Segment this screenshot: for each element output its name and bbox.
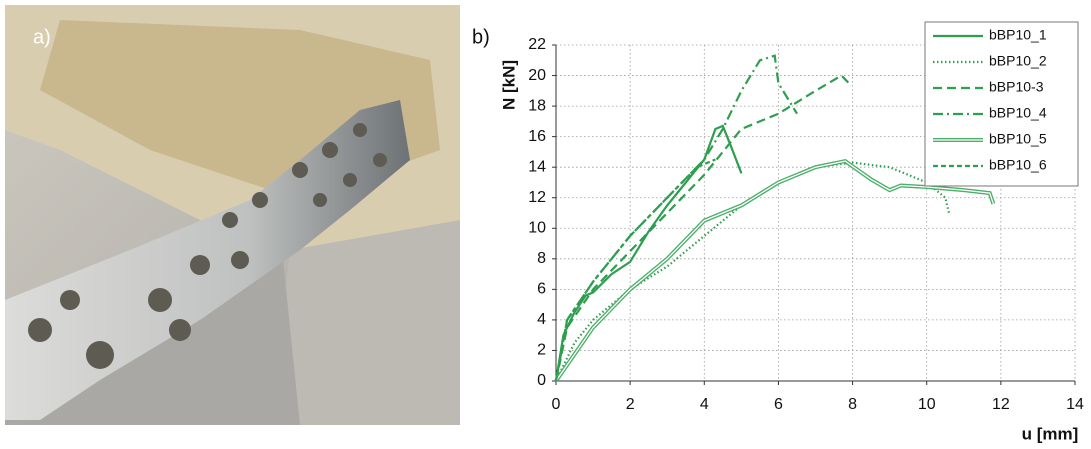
- legend-label: bBP10_2: [989, 53, 1047, 69]
- y-tick-label: 14: [528, 158, 546, 175]
- legend-label: bBP10_4: [989, 105, 1047, 121]
- y-tick-label: 10: [528, 219, 546, 236]
- x-tick-label: 4: [700, 396, 709, 413]
- y-tick-label: 8: [537, 250, 546, 267]
- y-tick-label: 22: [528, 36, 546, 53]
- figure: a) b) 0 2 4 6 8 10 12 14 0 2 4 6 8 10 12 14 16 18 20 22 bBP1…: [0, 0, 1091, 449]
- x-tick-label: 10: [918, 396, 936, 413]
- panel-label: a): [33, 26, 51, 48]
- x-tick-label: 6: [774, 396, 783, 413]
- y-tick-label: 12: [528, 189, 546, 206]
- y-tick-label: 6: [537, 281, 546, 298]
- y-tick-label: 4: [537, 311, 546, 328]
- legend-label: bBP10-3: [989, 79, 1044, 95]
- x-tick-label: 8: [848, 396, 857, 413]
- legend: bBP10_1 bBP10_2 bBP10-3 bBP10_4 bBP10_5 bBP10…: [925, 22, 1078, 186]
- x-tick-label: 12: [992, 396, 1010, 413]
- legend-label: bBP10_6: [989, 157, 1047, 173]
- y-axis-title: N [kN]: [499, 60, 518, 110]
- series-line: [556, 161, 993, 381]
- y-tick-label: 16: [528, 128, 546, 145]
- y-tick-label: 18: [528, 97, 546, 114]
- x-axis-title: u [mm]: [1022, 424, 1079, 443]
- x-tick-label: 14: [1066, 396, 1084, 413]
- legend-label: bBP10_5: [989, 131, 1047, 147]
- y-tick-label: 0: [537, 372, 546, 389]
- y-tick-label: 20: [528, 67, 546, 84]
- series-line-core: [556, 161, 993, 381]
- x-tick-label: 2: [626, 396, 635, 413]
- panel-label: b): [472, 26, 490, 48]
- legend-label: bBP10_1: [989, 27, 1047, 43]
- photo: a): [5, 5, 460, 425]
- x-tick-label: 0: [552, 396, 561, 413]
- y-tick-label: 2: [537, 342, 546, 359]
